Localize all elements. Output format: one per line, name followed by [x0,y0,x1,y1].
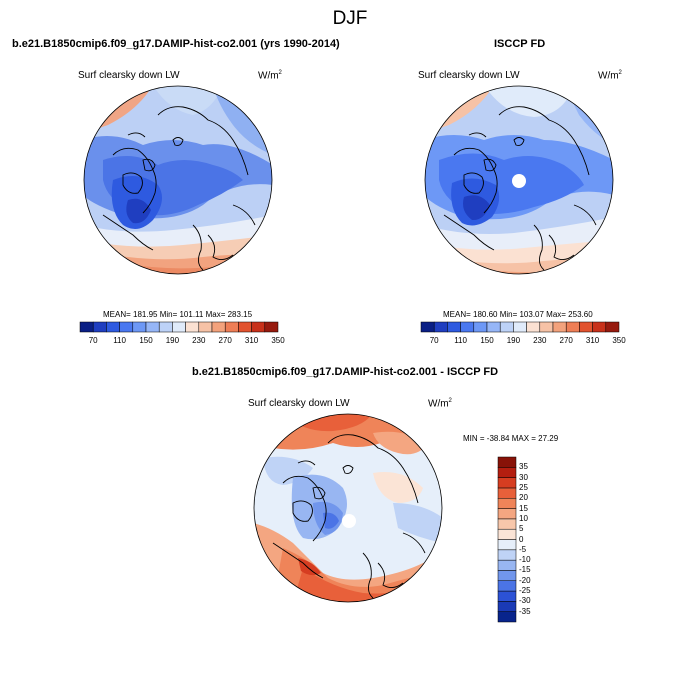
colorbar-swatch [211,321,226,333]
colorbar-tick-label: 20 [519,493,528,503]
colorbar-tick-label: 310 [244,336,259,345]
colorbar-swatch [92,321,107,333]
colorbar-tick-label: -35 [519,606,531,616]
panel3-variable-label: Surf clearsky down LW [248,398,350,409]
colorbar-tick-label: -15 [519,565,531,575]
colorbar-swatch [497,487,517,499]
panel3-title: b.e21.B1850cmip6.f09_g17.DAMIP-hist-co2.… [192,366,499,378]
colorbar-swatch [264,321,279,333]
panel2-variable-label: Surf clearsky down LW [418,70,520,81]
colorbar-swatch [106,321,120,333]
panel3-stats: MIN = -38.84 MAX = 27.29 [463,434,559,443]
colorbar-swatch [433,321,448,333]
colorbar-swatch [447,321,461,333]
colorbar-swatch [172,321,186,333]
colorbar-tick-label: 270 [559,336,573,345]
colorbar-swatch [497,508,517,520]
colorbar-tick-label: 110 [454,336,467,345]
colorbar-tick-label: 70 [429,336,439,345]
colorbar-swatch [145,321,160,333]
colorbar-tick-label: 310 [585,336,600,345]
colorbar-swatch [473,321,488,333]
panel2-colorbar [420,321,620,333]
colorbar-tick-label: -10 [519,555,531,565]
panel3-polar-map [253,413,443,603]
colorbar-swatch [420,321,435,333]
colorbar-tick-label: 230 [192,336,206,345]
colorbar-tick-label: 190 [506,336,521,345]
colorbar-swatch [579,321,593,333]
panel1-title: b.e21.B1850cmip6.f09_g17.DAMIP-hist-co2.… [12,38,340,50]
colorbar-swatch [592,321,607,333]
colorbar-tick-label: 0 [519,534,524,544]
panel2-stats: MEAN= 180.60 Min= 103.07 Max= 253.60 [443,310,593,319]
panel2-polar-map [424,85,614,275]
colorbar-swatch [526,321,541,333]
colorbar-swatch [497,467,517,478]
colorbar-swatch [79,321,94,333]
colorbar-swatch [119,321,134,333]
colorbar-tick-label: 270 [218,336,232,345]
colorbar-swatch [251,321,266,333]
colorbar-swatch [132,321,147,333]
colorbar-tick-label: 350 [612,336,626,345]
colorbar-swatch [497,580,517,592]
panel2-title: ISCCP FD [494,38,546,50]
colorbar-tick-label: 150 [139,336,153,345]
colorbar-swatch [565,321,580,333]
colorbar-tick-label: 190 [165,336,180,345]
panel1-variable-label: Surf clearsky down LW [78,70,180,81]
colorbar-swatch [497,498,517,509]
colorbar-swatch [198,321,213,333]
colorbar-tick-label: 15 [519,503,528,513]
colorbar-tick-label: -30 [519,596,531,606]
colorbar-swatch [497,539,517,551]
colorbar-swatch [552,321,567,333]
panel3-units: W/m2 [428,398,452,410]
colorbar-swatch [486,321,501,333]
colorbar-swatch [224,321,239,333]
colorbar-swatch [513,321,527,333]
colorbar-swatch [605,321,620,333]
panel1-colorbar [79,321,279,333]
colorbar-swatch [497,601,517,612]
colorbar-swatch [238,321,252,333]
colorbar-swatch [158,321,173,333]
colorbar-tick-label: 150 [480,336,494,345]
panel1-stats: MEAN= 181.95 Min= 101.11 Max= 283.15 [103,310,253,319]
colorbar-tick-label: -5 [519,544,527,554]
colorbar-swatch [460,321,475,333]
panel1-units: W/m2 [258,70,282,82]
figure-title: DJF [332,8,368,29]
panel1-polar-map [83,85,273,275]
colorbar-swatch [497,611,517,623]
colorbar-swatch [497,590,517,602]
colorbar-tick-label: 5 [519,524,524,534]
colorbar-swatch [497,528,517,540]
colorbar-tick-label: 10 [519,513,528,523]
colorbar-tick-label: -20 [519,575,531,585]
panel2-units: W/m2 [598,70,622,82]
colorbar-tick-label: 25 [519,482,528,492]
colorbar-swatch [497,518,517,530]
colorbar-tick-label: 30 [519,472,528,482]
panel3-colorbar [497,456,517,623]
colorbar-swatch [497,570,517,581]
colorbar-swatch [499,321,514,333]
colorbar-tick-label: -25 [519,586,531,596]
colorbar-tick-label: 35 [519,462,528,472]
colorbar-swatch [497,549,517,561]
colorbar-tick-label: 350 [271,336,285,345]
colorbar-swatch [497,559,517,571]
colorbar-swatch [539,321,554,333]
colorbar-swatch [497,456,517,468]
colorbar-swatch [497,477,517,489]
colorbar-swatch [185,321,200,333]
colorbar-tick-label: 70 [88,336,98,345]
colorbar-tick-label: 110 [113,336,126,345]
colorbar-tick-label: 230 [533,336,547,345]
